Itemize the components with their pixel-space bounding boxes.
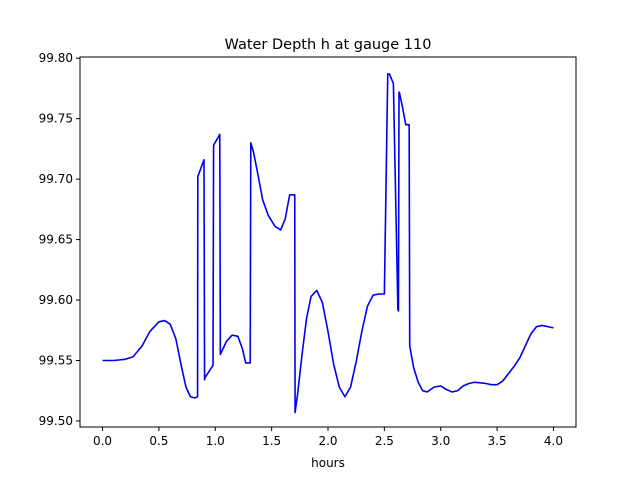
- plot-area: [102, 73, 554, 414]
- y-tick-label: 99.55: [39, 353, 73, 367]
- axes-frame: [79, 56, 577, 428]
- y-tick-label: 99.50: [39, 414, 73, 428]
- y-tick-label: 99.65: [39, 233, 73, 247]
- y-tick-label: 99.70: [39, 172, 73, 186]
- x-tick-label: 2.0: [318, 434, 337, 448]
- x-tick-label: 0.5: [149, 434, 168, 448]
- y-axis: 99.50 99.55 99.60 99.65 99.70 99.75 99.80: [39, 51, 80, 428]
- series-line: [102, 73, 554, 414]
- x-axis: 0.0 0.5 1.0 1.5 2.0 2.5 3.0 3.5 4.0: [93, 427, 563, 448]
- x-tick-label: 2.5: [375, 434, 394, 448]
- x-axis-label: hours: [311, 456, 345, 470]
- y-tick-label: 99.60: [39, 293, 73, 307]
- x-tick-label: 3.0: [431, 434, 450, 448]
- x-tick-label: 0.0: [93, 434, 112, 448]
- y-tick-label: 99.75: [39, 112, 73, 126]
- y-tick-label: 99.80: [39, 51, 73, 65]
- x-tick-label: 1.0: [206, 434, 225, 448]
- chart-title: Water Depth h at gauge 110: [225, 37, 432, 53]
- x-tick-label: 4.0: [544, 434, 563, 448]
- x-tick-label: 1.5: [262, 434, 281, 448]
- x-tick-label: 3.5: [488, 434, 507, 448]
